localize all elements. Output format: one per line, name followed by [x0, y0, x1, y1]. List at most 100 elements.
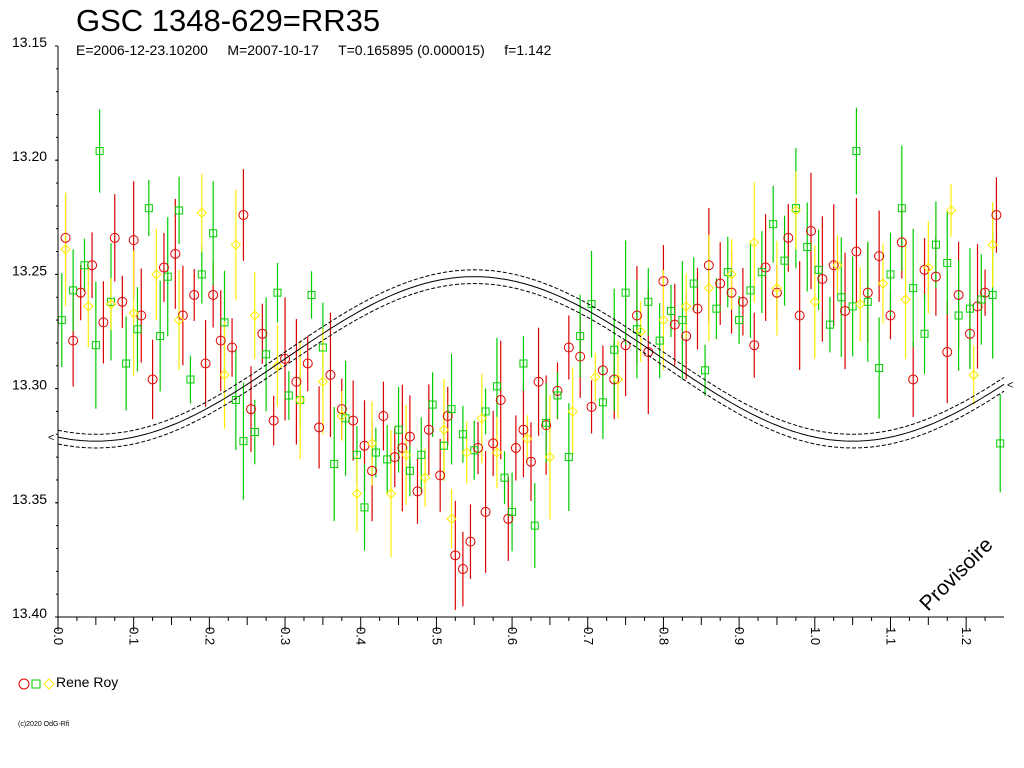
data-point-diamond — [658, 314, 669, 326]
data-point-diamond — [83, 301, 94, 312]
y-tick-label: 13.20 — [12, 148, 47, 164]
data-point-square — [383, 455, 392, 464]
data-point-square — [909, 284, 918, 293]
data-point-circle — [518, 424, 529, 435]
fit-band — [57, 269, 1005, 435]
data-point-circle — [227, 342, 238, 353]
data-point-circle — [435, 470, 446, 481]
data-point-circle — [726, 287, 737, 298]
data-point-square — [175, 206, 184, 215]
data-point-square — [371, 448, 380, 457]
chart-title: GSC 1348-629=RR35 — [76, 3, 381, 38]
data-point-square — [803, 242, 812, 251]
data-point-diamond — [249, 310, 260, 321]
data-point-square — [542, 418, 551, 427]
data-point-square — [852, 147, 861, 156]
data-point-diamond — [855, 298, 866, 310]
data-point-circle — [495, 395, 506, 406]
fit-curve — [57, 276, 1005, 442]
x-tick-label: 0.8 — [656, 627, 671, 645]
data-point-circle — [68, 335, 79, 346]
data-point-square — [231, 396, 240, 405]
data-point-diamond — [612, 374, 624, 385]
data-point-diamond — [105, 298, 117, 310]
data-point-square — [757, 268, 766, 277]
x-tick-label: 1.1 — [883, 627, 898, 645]
data-point-diamond — [219, 369, 230, 381]
data-point-diamond — [336, 410, 348, 422]
data-point-square — [318, 343, 327, 352]
data-point-diamond — [703, 282, 715, 294]
data-point-circle — [586, 401, 597, 412]
data-point-square — [352, 450, 361, 459]
data-point-circle — [465, 536, 476, 547]
data-point-square — [863, 297, 872, 306]
data-point-square — [500, 473, 509, 482]
data-point-circle — [302, 358, 313, 369]
data-point-diamond — [832, 260, 843, 271]
data-point-circle — [450, 550, 461, 561]
data-point-square — [492, 382, 501, 391]
data-point-square — [954, 311, 963, 320]
data-point-square — [470, 446, 479, 455]
data-point-diamond — [590, 371, 601, 383]
data-point-square — [220, 318, 229, 327]
data-point-square — [875, 364, 884, 373]
data-point-square — [156, 332, 165, 341]
data-point-square — [284, 391, 293, 400]
data-point-square — [769, 220, 778, 229]
data-point-diamond — [128, 308, 139, 319]
data-point-square — [988, 290, 997, 299]
data-point-square — [644, 297, 653, 306]
data-point-square — [897, 204, 906, 213]
data-point-square — [825, 320, 834, 329]
data-point-square — [296, 396, 305, 405]
data-point-diamond — [771, 282, 783, 294]
data-point-diamond — [461, 447, 472, 458]
data-point-circle — [526, 456, 536, 467]
legend-label: Rene Roy — [56, 674, 119, 690]
data-point-square — [621, 288, 630, 297]
data-point-square — [273, 288, 282, 297]
data-point-circle — [806, 226, 817, 237]
data-point-square — [360, 503, 369, 512]
data-point-circle — [896, 237, 907, 248]
data-point-diamond — [923, 262, 934, 273]
copyright-text: (c)2020 OdG-Rfi — [18, 721, 70, 728]
data-point-circle — [953, 289, 964, 300]
data-point-circle — [930, 271, 941, 282]
data-point-circle — [238, 210, 249, 221]
data-point-square — [712, 304, 721, 313]
data-point-circle — [541, 420, 552, 431]
data-point-diamond — [438, 424, 450, 435]
data-point-square — [405, 466, 414, 475]
data-point-circle — [423, 424, 434, 435]
data-point-square — [610, 345, 619, 354]
data-point-circle — [828, 260, 839, 271]
x-tick-label: 1.2 — [959, 627, 974, 645]
data-point-diamond — [900, 294, 911, 305]
data-point-circle — [737, 296, 748, 307]
data-point-diamond — [366, 438, 378, 449]
x-tick-label: 0.5 — [429, 627, 444, 645]
data-point-circle — [597, 365, 608, 376]
data-point-diamond — [317, 376, 329, 387]
x-tick-label: 0.1 — [127, 627, 142, 645]
data-point-square — [481, 407, 490, 416]
data-point-square — [678, 316, 687, 325]
data-point-square — [458, 430, 467, 439]
data-point-square — [186, 375, 195, 384]
data-point-square — [209, 229, 218, 238]
data-point-square — [262, 350, 271, 359]
data-point-diamond — [635, 326, 646, 337]
data-point-circle — [158, 262, 169, 273]
data-point-diamond — [522, 433, 533, 445]
data-point-diamond — [60, 244, 71, 255]
legend-diamond-icon — [43, 678, 55, 690]
mean-date-label: M=2007-10-17 — [227, 42, 319, 58]
data-point-circle — [60, 232, 71, 243]
data-point-square — [943, 258, 952, 267]
data-point-circle — [991, 210, 1002, 221]
data-point-circle — [412, 486, 423, 497]
data-point-diamond — [877, 278, 889, 289]
